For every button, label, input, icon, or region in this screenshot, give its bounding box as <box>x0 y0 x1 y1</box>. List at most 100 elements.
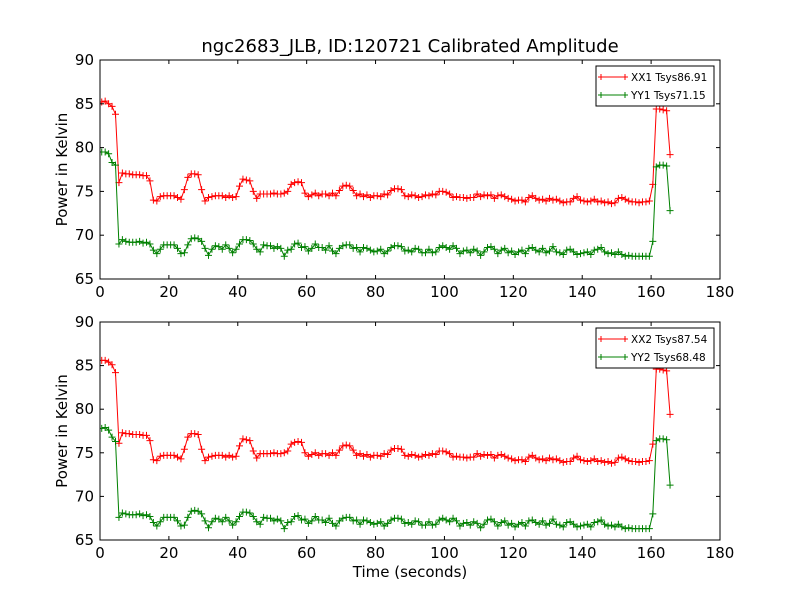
data-point <box>267 190 274 198</box>
data-point <box>425 245 433 253</box>
data-point <box>652 437 660 445</box>
data-point <box>308 191 316 199</box>
data-point <box>556 457 564 465</box>
data-point <box>146 437 154 445</box>
data-point <box>566 198 574 206</box>
data-point <box>377 245 385 253</box>
data-point <box>587 197 595 205</box>
data-point <box>146 240 154 248</box>
x-tick-label: 60 <box>297 283 316 301</box>
data-point <box>611 458 619 466</box>
data-point <box>525 517 533 525</box>
data-point <box>501 517 509 525</box>
data-point <box>521 198 529 206</box>
data-point <box>242 236 250 244</box>
data-point <box>515 520 522 528</box>
data-point <box>580 457 588 465</box>
data-point <box>270 517 278 525</box>
x-tick-label: 140 <box>568 283 597 301</box>
data-point <box>356 520 364 528</box>
data-point <box>401 192 409 200</box>
data-point <box>346 513 354 521</box>
data-point <box>532 519 540 527</box>
data-point <box>267 450 274 458</box>
y-tick-label: 75 <box>75 182 94 200</box>
data-point <box>508 195 516 203</box>
data-point <box>632 458 640 466</box>
data-point <box>642 198 650 206</box>
data-point <box>249 447 257 455</box>
data-point <box>518 456 526 464</box>
data-point <box>487 191 495 199</box>
y-tick-label: 65 <box>75 270 94 288</box>
data-point <box>273 515 281 523</box>
data-point <box>604 250 612 258</box>
x-tick-label: 80 <box>366 283 385 301</box>
data-point <box>170 451 178 459</box>
data-point <box>174 244 181 252</box>
x-tick-label: 40 <box>228 283 247 301</box>
data-point <box>291 240 299 248</box>
data-point <box>566 458 574 466</box>
data-point <box>635 458 643 466</box>
data-point <box>225 244 233 252</box>
data-point <box>559 199 567 207</box>
data-point <box>346 442 354 450</box>
data-point <box>446 450 454 458</box>
data-point <box>170 192 178 200</box>
data-point <box>442 516 450 524</box>
data-point <box>549 515 557 523</box>
data-point <box>611 199 619 207</box>
data-point <box>370 248 378 256</box>
data-point <box>601 199 609 207</box>
data-point <box>339 514 347 522</box>
data-point <box>597 197 605 205</box>
data-point <box>218 451 226 459</box>
data-point <box>618 523 626 531</box>
data-point <box>380 190 388 198</box>
data-point <box>232 452 240 460</box>
data-point <box>570 454 578 462</box>
data-point <box>194 171 202 179</box>
data-point <box>387 187 395 195</box>
data-point <box>659 161 667 169</box>
data-point <box>280 252 288 260</box>
data-point <box>136 510 144 518</box>
data-point <box>645 457 653 465</box>
data-point <box>198 237 206 245</box>
x-tick-label: 100 <box>430 544 459 562</box>
data-point <box>132 511 140 519</box>
data-point <box>315 451 323 459</box>
data-point <box>153 250 161 258</box>
data-point <box>177 250 185 258</box>
y-axis-label: Power in Kelvin <box>53 374 71 488</box>
data-point <box>518 196 526 204</box>
data-point <box>649 440 657 448</box>
data-point <box>559 458 567 466</box>
x-tick-label: 60 <box>297 544 316 562</box>
data-point <box>535 196 543 204</box>
data-point <box>291 438 299 446</box>
data-point <box>549 196 557 204</box>
data-point <box>332 522 340 530</box>
x-tick-label: 0 <box>95 544 105 562</box>
data-point <box>232 518 240 526</box>
data-point <box>577 522 584 530</box>
x-tick-label: 140 <box>568 544 597 562</box>
data-point <box>442 448 450 456</box>
legend-marker <box>622 92 628 98</box>
data-point <box>484 243 491 251</box>
data-point <box>353 516 361 524</box>
data-point <box>370 520 378 528</box>
legend-label: YY1 Tsys71.15 <box>630 90 706 102</box>
data-point <box>504 454 512 462</box>
data-point <box>652 163 660 171</box>
data-point <box>446 518 454 526</box>
data-point <box>473 247 481 255</box>
data-point <box>153 522 161 530</box>
data-point <box>191 234 199 242</box>
data-point <box>222 513 230 521</box>
data-point <box>604 458 612 466</box>
y-tick-label: 85 <box>75 357 94 375</box>
data-point <box>466 249 474 257</box>
